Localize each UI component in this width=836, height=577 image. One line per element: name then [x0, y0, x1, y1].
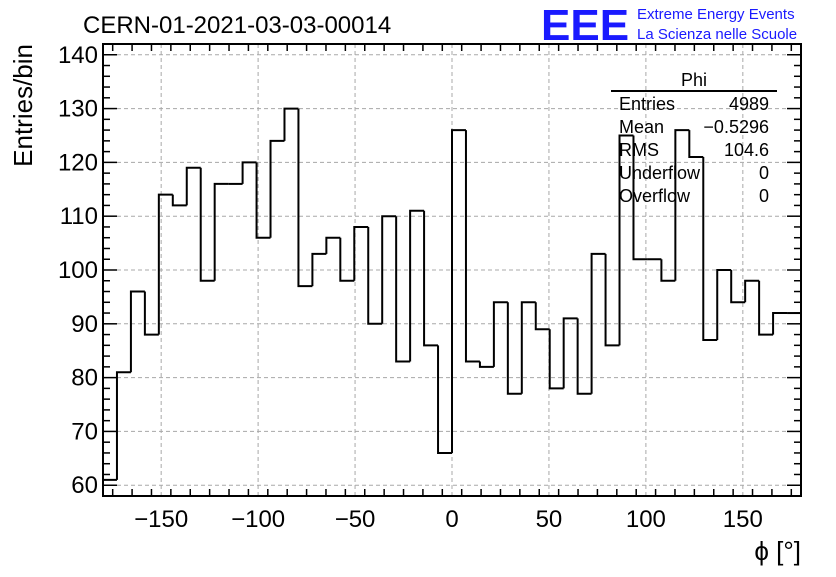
histogram-bin	[576, 318, 592, 395]
histogram-bin	[590, 252, 606, 394]
histogram-bin	[157, 193, 173, 335]
histogram-bin	[255, 162, 271, 239]
x-tick-label: −50	[335, 506, 376, 533]
stats-label: Mean	[619, 117, 664, 137]
x-tick-label: 100	[626, 506, 666, 533]
y-tick-label: 100	[58, 257, 98, 284]
histogram-bin	[660, 259, 676, 282]
histogram-bin	[478, 361, 494, 368]
y-tick-label: 120	[58, 149, 98, 176]
histogram-bin	[492, 301, 508, 367]
histogram-bin	[185, 166, 201, 206]
y-axis-label: Entries/bin	[8, 44, 38, 167]
histogram-bin	[269, 139, 285, 238]
y-tick-label: 140	[58, 42, 98, 69]
x-axis-label: ϕ [°]	[754, 536, 801, 566]
histogram-bin	[297, 108, 313, 288]
histogram-bin	[325, 236, 341, 254]
stats-value: 0	[759, 186, 769, 206]
y-tick-label: 70	[71, 418, 98, 445]
tick-labels: −150 −100 −50 0 50 100 150 60 70 80 90 100 110 120 130…	[58, 42, 763, 533]
histogram-bin	[632, 135, 648, 261]
x-tick-label: 50	[536, 506, 563, 533]
y-tick-label: 110	[60, 203, 98, 230]
eee-logo-line2: La Scienza nelle Scuole	[637, 26, 797, 43]
x-tick-label: −100	[231, 506, 285, 533]
y-tick-label: 60	[71, 472, 98, 499]
histogram-bin	[115, 371, 131, 480]
y-tick-label: 130	[58, 96, 98, 123]
histogram-bin	[702, 157, 718, 341]
x-tick-label: 150	[723, 506, 763, 533]
histogram-bin	[339, 237, 355, 282]
histogram-bin	[241, 161, 257, 184]
eee-logo: EEE Extreme Energy Events La Scienza nel…	[541, 1, 797, 50]
y-tick-label: 80	[71, 365, 98, 392]
histogram-bin	[381, 215, 397, 324]
histogram-bin	[520, 301, 536, 394]
stats-value: 4989	[729, 94, 769, 114]
stats-value: 104.6	[724, 140, 769, 160]
eee-logo-line1: Extreme Energy Events	[637, 6, 795, 23]
histogram-bin	[604, 253, 620, 347]
histogram-bin	[451, 129, 466, 453]
histogram-bin	[171, 194, 187, 207]
histogram-bin	[464, 130, 480, 363]
histogram-bin	[283, 107, 299, 141]
histogram-bin	[423, 210, 439, 347]
stats-label: Underflow	[619, 163, 701, 183]
histogram-bin	[562, 317, 578, 389]
stats-label: Overflow	[619, 186, 691, 206]
stats-value: −0.5296	[703, 117, 769, 137]
histogram-bin	[674, 129, 690, 281]
histogram-bin	[618, 134, 634, 346]
histogram-bin	[395, 216, 411, 363]
histogram-bin	[437, 345, 452, 454]
histogram-bin	[758, 280, 774, 336]
y-tick-label: 90	[71, 311, 98, 338]
histogram-bin	[688, 130, 704, 158]
histogram-bin	[744, 279, 760, 303]
x-tick-label: −150	[134, 506, 188, 533]
eee-logo-mark: EEE	[541, 1, 629, 50]
histogram-bin	[143, 291, 159, 336]
histogram-bin	[102, 478, 117, 496]
stats-label: RMS	[619, 140, 659, 160]
stats-box: Phi Entries 4989 Mean −0.5296 RMS 104.6 Underf…	[611, 70, 777, 206]
histogram-bin	[772, 312, 788, 335]
histogram-bin	[548, 329, 564, 390]
stats-title: Phi	[681, 70, 707, 90]
histogram-bin	[199, 167, 215, 282]
axis-ticks	[103, 44, 801, 496]
histogram-bars	[102, 107, 801, 496]
stats-rows: Entries 4989 Mean −0.5296 RMS 104.6 Underflow 0…	[619, 94, 769, 206]
histogram-bin	[506, 302, 522, 395]
x-tick-label: 0	[445, 506, 458, 533]
histogram-bin	[353, 225, 369, 281]
histogram-bin	[730, 270, 746, 304]
histogram-bin	[409, 209, 425, 362]
histogram-bin	[367, 226, 383, 325]
stats-value: 0	[759, 163, 769, 183]
histogram-bin	[716, 269, 732, 340]
histogram-bin	[213, 182, 229, 281]
histogram-bin	[311, 252, 327, 287]
chart-title: CERN-01-2021-03-03-00014	[83, 12, 391, 39]
histogram-bin	[129, 290, 145, 373]
stats-label: Entries	[619, 94, 675, 114]
histogram-bin	[534, 302, 550, 331]
